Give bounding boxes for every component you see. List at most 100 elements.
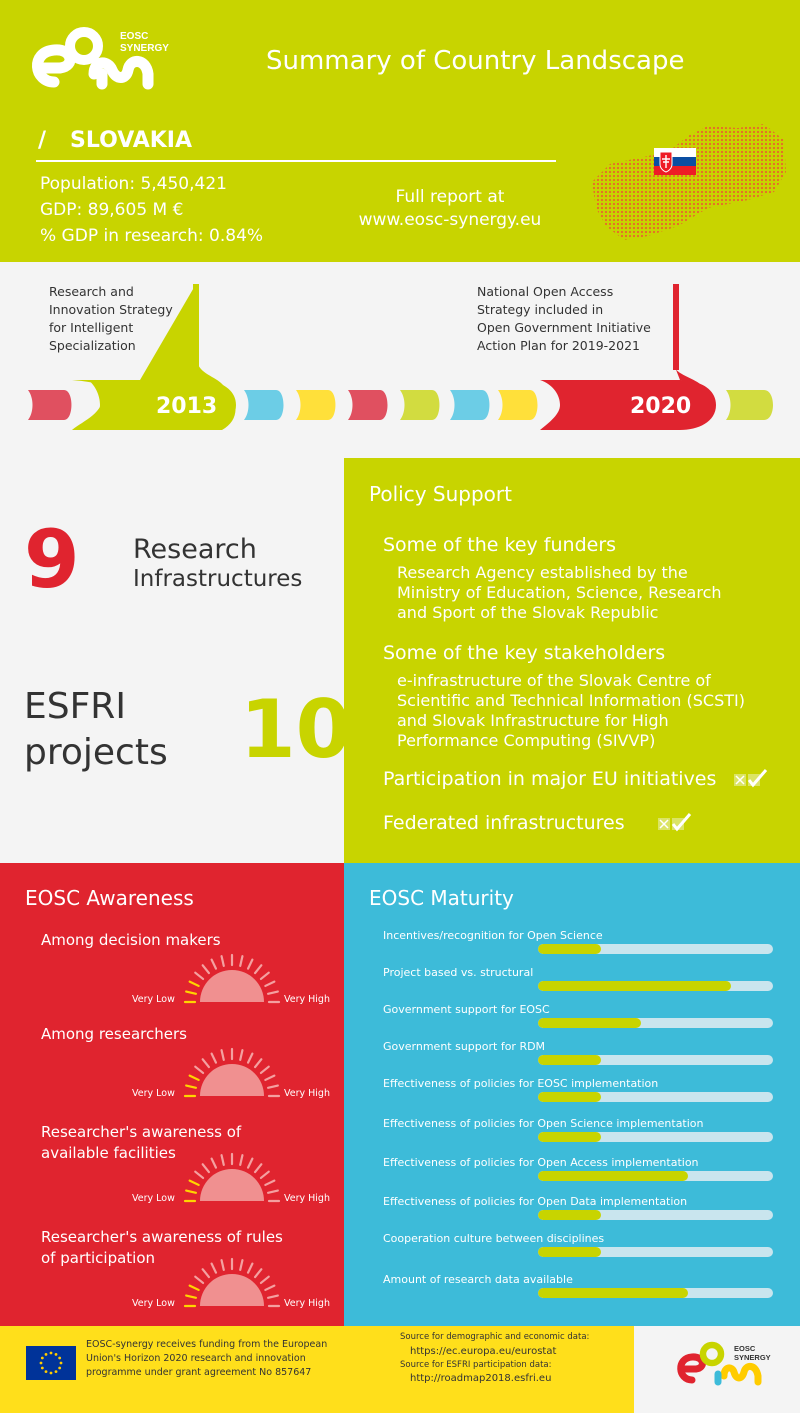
gauge-tick [259,1170,270,1180]
awareness-item-label: Among decision makers [41,931,221,949]
footer-logo-text-eosc: EOSC [734,1344,756,1353]
maturity-item-label: Cooperation culture between disciplines [383,1232,605,1245]
gauge-tick [194,1170,205,1180]
eu-star [39,1361,43,1365]
gdp-research-stat: % GDP in research: 0.84% [40,226,264,246]
gauge-icon [183,1152,281,1203]
funders-text: Research Agency established by the Minis… [397,563,722,622]
awareness-gauge [182,1256,282,1308]
gauge-icon [183,1047,281,1098]
eu-star [58,1366,62,1370]
timeline-event-2020: National Open Access Strategy included i… [477,284,651,353]
eosc-awareness-section [0,863,344,1326]
eosc-synergy-logo: EOSC SYNERGY [32,27,169,90]
gauge-tick [188,1284,200,1292]
gauge-tick [239,955,244,968]
maturity-bar-fill [538,1055,602,1065]
stakeholders-heading: Some of the key stakeholders [383,642,666,664]
gauge-tick [253,1058,263,1069]
awareness-item-label: Researcher's awareness of rules of parti… [41,1228,283,1267]
research-infrastructures-label: Research [133,534,257,565]
awareness-item-label: Researcher's awareness of available faci… [41,1123,242,1162]
check-icon [734,769,768,788]
stakeholders-text: e-infrastructure of the Slovak Centre of… [397,671,745,750]
gauge-tick [185,1084,198,1089]
gauge-tick [194,971,205,981]
divider [36,160,556,162]
awareness-gauge [182,1151,282,1203]
awareness-item-label: Among researchers [41,1025,187,1043]
maturity-bar-fill [538,944,602,954]
eu-star [40,1366,44,1370]
gauge-tick [266,1084,279,1089]
gauge-icon [183,953,281,1004]
eu-star [54,1352,58,1356]
logo-text-eosc: EOSC [120,31,148,42]
esfri-projects-count: 10 [240,683,352,776]
timeline-segment [400,390,440,420]
gauge-tick [259,1275,270,1285]
gauge-tick [239,1049,244,1062]
policy-title: Policy Support [369,482,512,506]
maturity-item-label: Effectiveness of policies for Open Acces… [383,1156,699,1169]
gauge-tick [266,990,279,995]
gauge-tick [188,980,200,988]
report-link[interactable]: www.eosc-synergy.eu [358,210,542,230]
maturity-item-label: Incentives/recognition for Open Science [383,929,603,942]
maturity-bar [538,1247,773,1257]
eosc-synergy-footer-logo: EOSC SYNERGY [677,1341,771,1386]
eu-star [44,1352,48,1356]
maturity-bar-fill [538,1018,642,1028]
slovakia-map [592,124,786,240]
timeline-event-2013: Research and Innovation Strategy for Int… [49,284,173,353]
footer-logo-area [634,1326,800,1413]
source-demo-link[interactable]: https://ec.europa.eu/eurostat [410,1346,557,1357]
year-2013: 2013 [156,394,218,419]
maturity-bar-fill [538,1288,689,1298]
esfri-label: projects [24,732,168,773]
awareness-title: EOSC Awareness [25,886,194,910]
logo-text-synergy: SYNERGY [120,43,169,54]
gauge-tick [246,1157,254,1169]
gauge-tick [239,1259,244,1272]
report-label: Full report at [395,187,505,207]
gauge-icon [183,1257,281,1308]
gauge-tick [201,964,211,975]
maturity-bar [538,1132,773,1142]
maturity-item-label: Government support for EOSC [383,1003,550,1016]
year-2020: 2020 [630,394,692,419]
gauge-tick [201,1058,211,1069]
gauge-tick [259,971,270,981]
awareness-gauge [182,1046,282,1098]
timeline-segment [726,390,773,420]
gdp-stat: GDP: 89,605 M € [40,200,184,220]
gauge-tick [201,1163,211,1174]
source-esfri-link[interactable]: http://roadmap2018.esfri.eu [410,1373,552,1384]
gauge-tick [185,990,198,995]
gauge-tick [220,1154,225,1167]
eu-star [49,1351,53,1355]
maturity-item-label: Project based vs. structural [383,966,534,979]
country-slash: / [38,128,47,153]
gauge-tick [188,1179,200,1187]
gauge-low-label: Very Low [132,1193,175,1204]
gauge-tick [264,980,276,988]
gauge-tick [253,964,263,975]
funding-statement: EOSC-synergy receives funding from the E… [86,1339,328,1378]
gauge-tick [246,1262,254,1274]
gauge-high-label: Very High [284,1193,330,1204]
maturity-title: EOSC Maturity [369,886,514,910]
eu-star [58,1356,62,1360]
gauge-tick [220,1259,225,1272]
footer [0,1326,634,1413]
awareness-gauge [182,952,282,1004]
gauge-tick [239,1154,244,1167]
timeline-segment [450,390,490,420]
timeline-segment [348,390,388,420]
maturity-item-label: Effectiveness of policies for Open Scien… [383,1117,704,1130]
gauge-tick [246,1052,254,1064]
infrastructures-section [0,458,344,863]
gauge-tick [185,1294,198,1299]
gauge-high-label: Very High [284,1298,330,1309]
source-demo-label: Source for demographic and economic data… [400,1332,590,1342]
